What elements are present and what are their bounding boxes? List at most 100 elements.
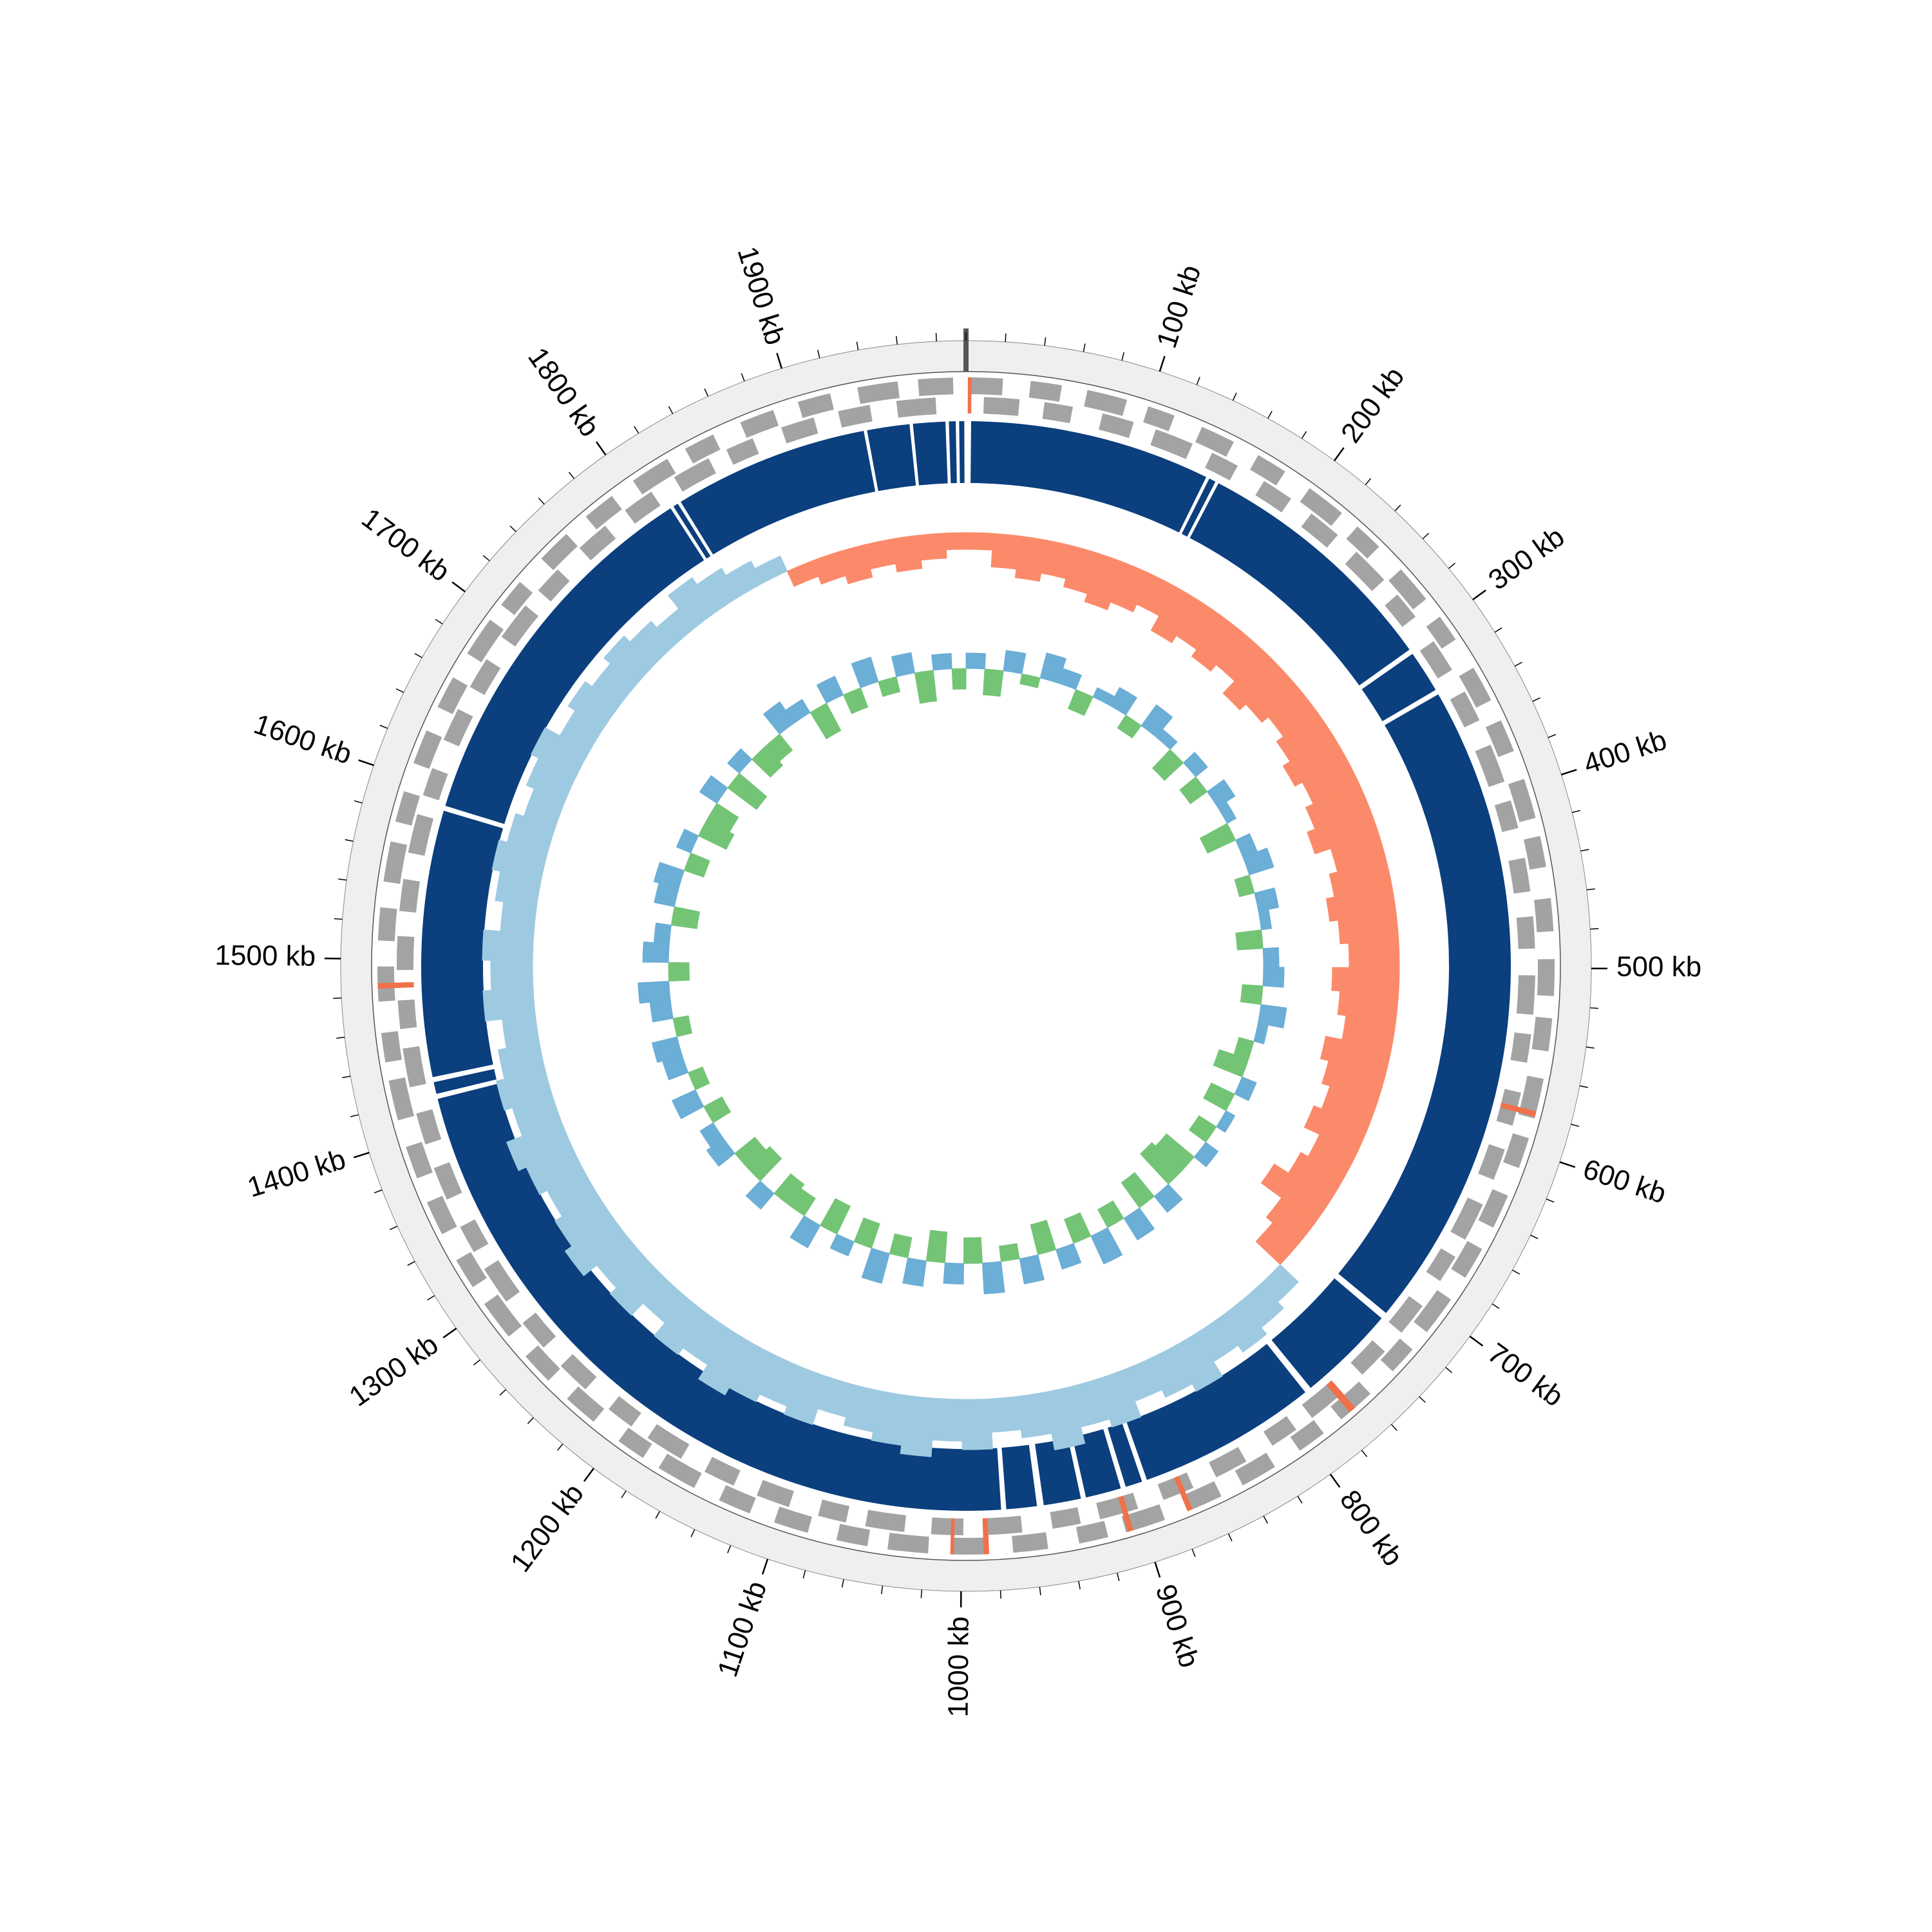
gene-feature: [397, 999, 417, 1029]
gc-content-bar: [861, 1247, 890, 1284]
minor-tick: [1589, 1007, 1598, 1009]
gene-feature: [1350, 1340, 1385, 1375]
x-tick-label: 1500 kb: [214, 940, 316, 972]
minor-tick: [1005, 333, 1007, 342]
gc-content-bar: [965, 652, 987, 670]
gc-skew-bar: [482, 929, 535, 961]
rna-feature: [950, 1518, 955, 1555]
gene-feature: [560, 1354, 597, 1390]
gc-content-bar: [1199, 822, 1236, 854]
gc-content-bar: [1019, 673, 1041, 688]
gene-feature: [1209, 1446, 1247, 1478]
minor-tick: [1083, 343, 1086, 352]
minor-tick: [841, 1579, 844, 1588]
minor-tick: [1494, 627, 1502, 633]
gc-skew-bar: [989, 1396, 1021, 1433]
minor-tick: [655, 1511, 661, 1519]
major-tick: [451, 581, 466, 592]
gene-feature: [954, 1537, 988, 1555]
gene-feature: [1099, 413, 1134, 439]
minor-tick: [527, 1417, 534, 1425]
minor-tick: [333, 997, 342, 999]
gene-feature: [484, 1260, 520, 1302]
minor-tick: [473, 1359, 481, 1366]
gene-feature: [406, 1142, 433, 1179]
minor-tick: [704, 388, 709, 397]
minor-tick: [407, 1261, 415, 1266]
gene-feature: [426, 1195, 457, 1235]
gene-feature: [1478, 1144, 1505, 1180]
minor-tick: [1530, 1235, 1539, 1240]
x-tick-label: 1800 kb: [522, 342, 605, 442]
gc-skew-bar: [1337, 990, 1399, 1023]
gene-feature: [1075, 1520, 1108, 1544]
rna-feature: [1173, 1475, 1193, 1511]
gc-skew-bar: [1222, 650, 1283, 711]
gene-feature: [1346, 526, 1379, 559]
gene-feature: [1537, 959, 1555, 996]
region: [445, 508, 705, 824]
gene-feature: [416, 1109, 442, 1145]
minor-tick: [350, 1114, 359, 1117]
gc-content-bar: [1179, 776, 1208, 804]
major-tick: [1561, 769, 1577, 776]
gc-content-bar: [653, 922, 672, 945]
gene-feature: [609, 1396, 641, 1427]
gc-content-bar: [751, 746, 784, 778]
minor-tick: [1267, 410, 1273, 419]
gene-feature: [757, 1479, 794, 1508]
gc-skew-bar: [932, 1397, 963, 1442]
rna-feature: [377, 981, 414, 989]
minor-tick: [568, 471, 575, 479]
gene-feature: [1426, 1248, 1455, 1282]
region: [1035, 1438, 1081, 1506]
gene-feature: [1249, 455, 1285, 486]
gc-content-bar: [878, 676, 901, 697]
region: [1072, 1429, 1121, 1498]
minor-tick: [935, 333, 937, 342]
rna-feature: [967, 377, 972, 414]
gene-feature: [460, 1219, 489, 1253]
gene-feature: [1300, 488, 1342, 526]
gc-content-bar: [773, 1173, 805, 1206]
minor-tick: [1546, 1198, 1555, 1203]
gc-content-bar: [649, 999, 674, 1023]
gene-feature: [1388, 1296, 1423, 1333]
gene-feature: [1451, 1240, 1482, 1278]
gene-feature: [1426, 616, 1456, 649]
minor-tick: [334, 918, 343, 920]
gc-skew-bar: [1245, 669, 1302, 723]
gc-content-bar: [1056, 1243, 1082, 1270]
gene-feature: [1263, 1416, 1296, 1446]
gene-feature: [773, 1506, 813, 1533]
gene-feature: [740, 410, 779, 438]
gene-feature: [413, 730, 442, 769]
gene-feature: [422, 768, 448, 800]
gene-feature: [408, 814, 434, 856]
x-tick-label: 1300 kb: [343, 1329, 444, 1413]
gc-skew-bar: [482, 987, 536, 1022]
minor-tick: [802, 1570, 806, 1579]
minor-tick: [668, 406, 674, 414]
gc-content-bar: [1121, 1171, 1155, 1209]
minor-tick: [1039, 1587, 1041, 1596]
gene-feature: [1184, 1481, 1222, 1510]
gc-skew-bar: [864, 538, 896, 570]
gc-content-bar: [1240, 984, 1264, 1005]
gc-skew-bar: [1338, 913, 1399, 945]
gene-feature: [525, 1345, 560, 1381]
minor-tick: [1422, 533, 1430, 540]
gene-feature: [719, 1485, 756, 1514]
gene-feature: [797, 393, 834, 419]
region: [437, 1083, 1001, 1511]
gc-content-bar: [891, 652, 915, 677]
x-tick-label: 900 kb: [1150, 1580, 1206, 1671]
major-tick: [442, 1327, 457, 1339]
x-tick-label: 800 kb: [1334, 1484, 1409, 1572]
gene-feature: [726, 438, 759, 465]
gene-feature: [456, 1252, 487, 1287]
x-tick-label: 100 kb: [1151, 261, 1208, 352]
gc-content-bar: [1123, 1207, 1155, 1241]
